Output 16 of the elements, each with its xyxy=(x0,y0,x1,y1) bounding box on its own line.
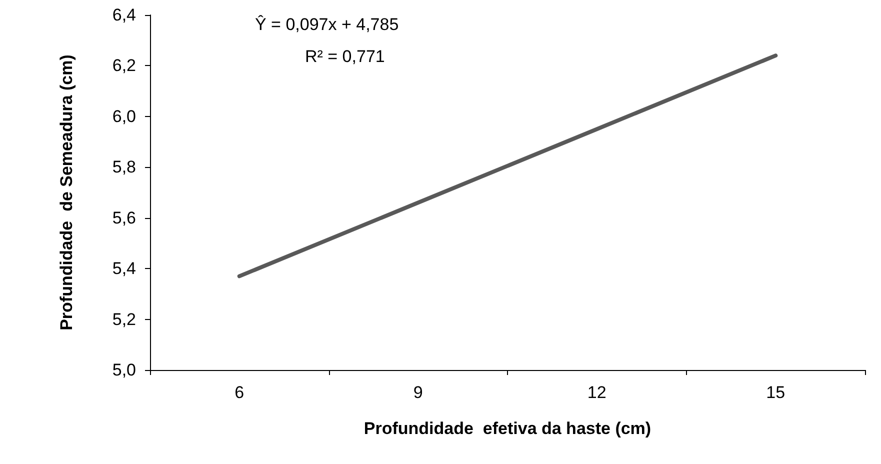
y-axis-title: Profundidade de Semeadura (cm) xyxy=(57,54,76,330)
y-tick-label: 5,4 xyxy=(112,259,136,278)
y-tick-label: 6,0 xyxy=(112,106,136,126)
annotation: Ŷ = 0,097x + 4,785 xyxy=(255,15,399,34)
y-tick-label: 5,2 xyxy=(112,310,136,329)
y-tick-label: 6,4 xyxy=(112,6,136,24)
x-tick-label: 15 xyxy=(766,383,786,402)
y-tick-label: 5,0 xyxy=(112,360,136,380)
y-tick-label: 5,8 xyxy=(112,158,136,177)
y-tick-label: 5,6 xyxy=(112,208,136,228)
x-tick-label: 12 xyxy=(587,383,606,402)
x-axis-title: Profundidade efetiva da haste (cm) xyxy=(364,419,652,438)
x-tick-label: 6 xyxy=(234,383,244,402)
annotation: R² = 0,771 xyxy=(305,47,385,66)
y-tick-label: 6,2 xyxy=(112,56,136,76)
x-tick-label: 9 xyxy=(413,383,423,402)
